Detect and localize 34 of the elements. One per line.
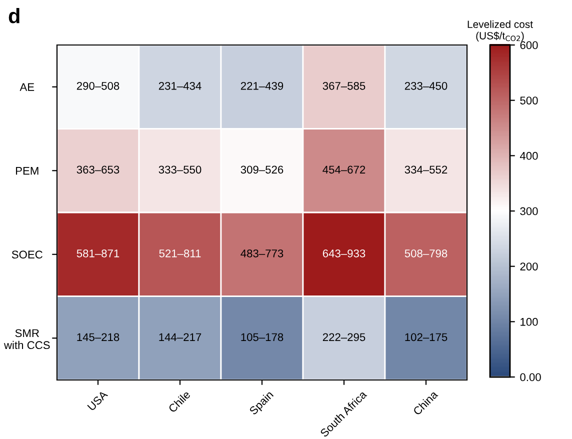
color-bar-label: 600 — [520, 41, 538, 50]
data-label: 367–585 — [322, 82, 366, 90]
color-bar-label: 300 — [520, 207, 538, 216]
y-tick-label: SMR with CCS — [4, 329, 50, 350]
color-bar-label: 0.00 — [520, 373, 541, 382]
y-tick-label: PEM — [16, 167, 38, 175]
data-label: 334–552 — [404, 166, 448, 174]
color-bar-label: 200 — [520, 262, 538, 270]
data-label: 333–550 — [158, 166, 202, 174]
data-label: 290–508 — [76, 82, 120, 90]
color-bar-label: 400 — [520, 152, 538, 160]
data-label: 483–773 — [240, 249, 284, 258]
chart-title: d — [8, 8, 20, 24]
y-tick-label: AE — [20, 83, 34, 91]
data-label: 145–218 — [77, 333, 120, 342]
data-label: 102–175 — [405, 333, 448, 342]
data-label: 309–526 — [240, 166, 284, 174]
color-bar-title: Levelized cost (US$/t$_{CO2}$) — [468, 20, 533, 42]
data-label: 508–798 — [404, 249, 448, 258]
x-tick-label: USA — [87, 390, 108, 412]
data-label: 581–871 — [76, 249, 120, 258]
data-label: 105–178 — [241, 333, 284, 342]
data-label: 363–653 — [76, 166, 120, 174]
color-bar-label: 100 — [520, 318, 538, 326]
data-label: 222–295 — [322, 333, 366, 342]
color-bar-label: 500 — [520, 96, 538, 104]
data-label: 231–434 — [158, 82, 202, 90]
data-label: 221–439 — [240, 82, 284, 90]
data-label: 521–811 — [159, 249, 201, 258]
data-label: 233–450 — [404, 82, 448, 90]
data-label: 144–217 — [159, 333, 202, 341]
data-label: 454–672 — [322, 166, 366, 174]
y-tick-label: SOEC — [12, 250, 42, 259]
data-label: 643–933 — [322, 249, 366, 258]
